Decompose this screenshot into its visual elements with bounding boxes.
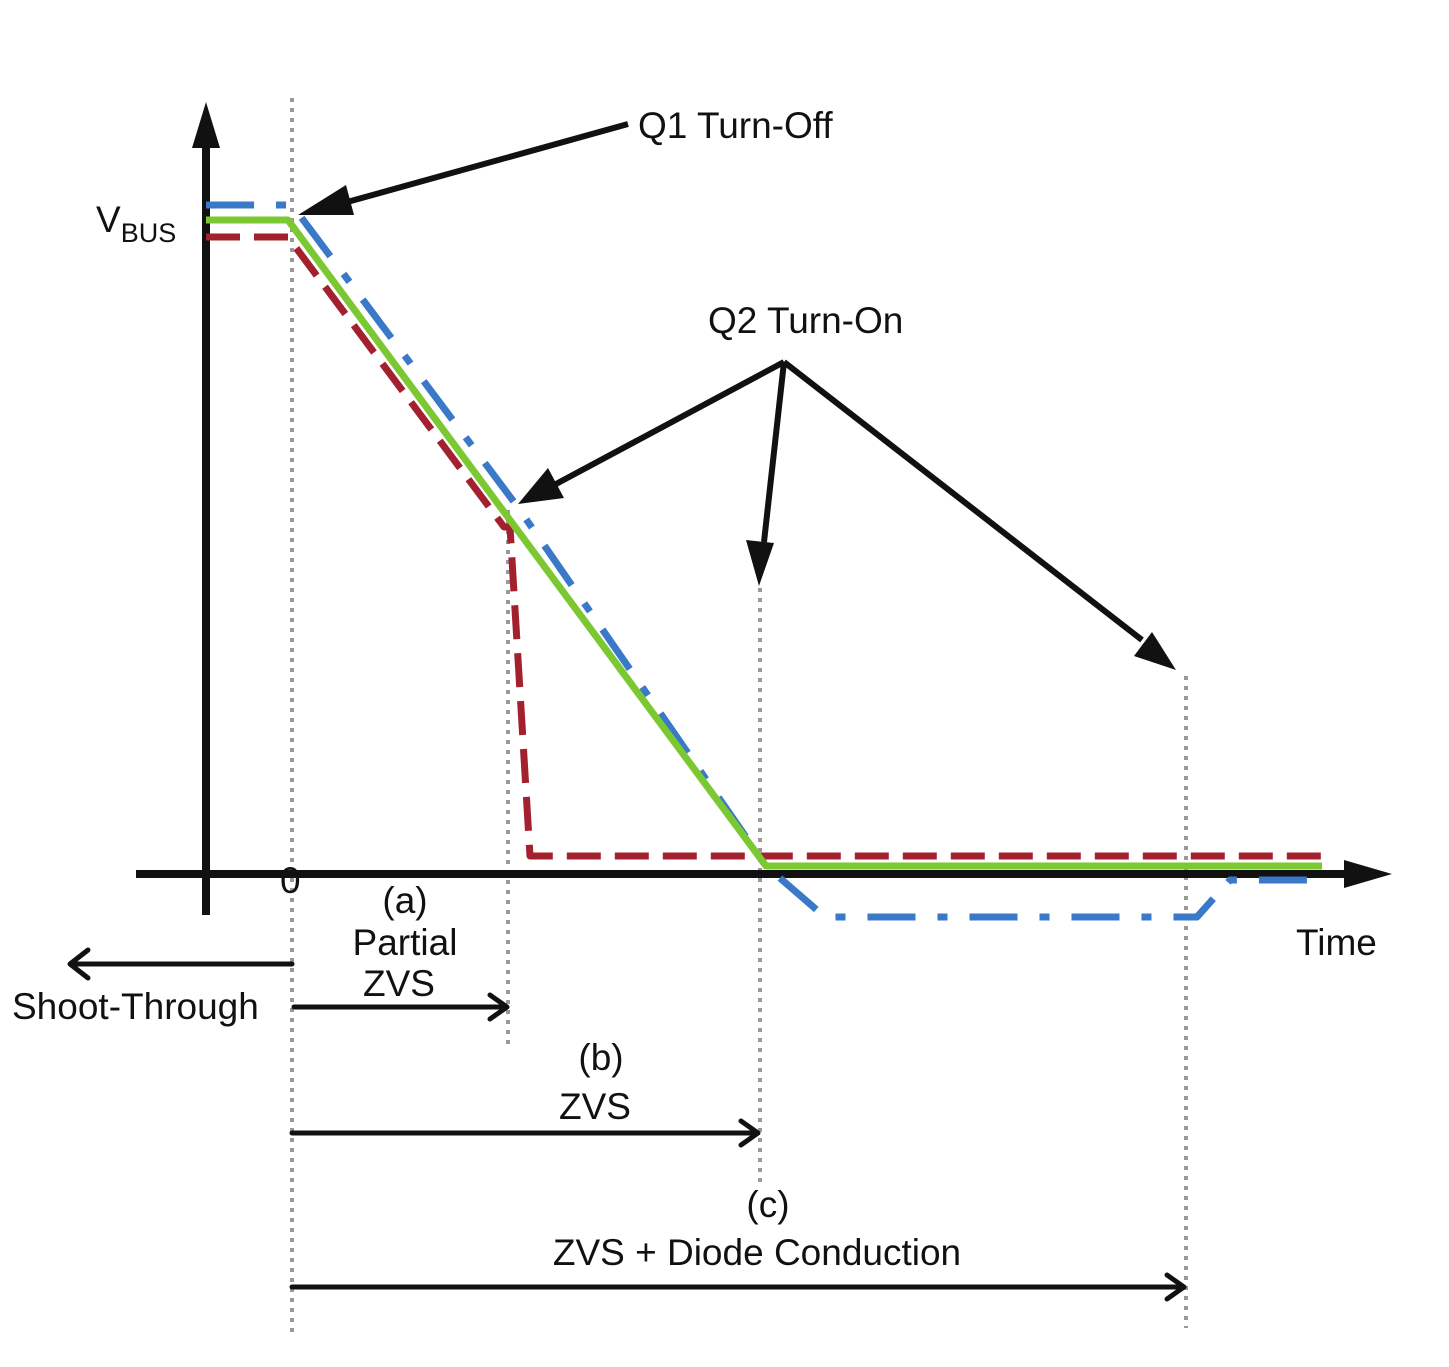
q1-turn-off-label: Q1 Turn-Off (638, 105, 833, 146)
zvs-arrowhead (738, 1118, 761, 1148)
q1-arrow-shaft (339, 121, 629, 207)
annotation-arrows (298, 121, 1176, 670)
q2-arrowhead-c (1134, 632, 1176, 670)
x-axis-arrowhead (1344, 860, 1392, 888)
case-c-label: (c) (746, 1184, 789, 1225)
guide-lines (290, 98, 1188, 1332)
y-axis-arrowhead (192, 102, 220, 148)
curve-partial-zvs (206, 233, 1322, 860)
q2-arrowhead-b (746, 540, 774, 586)
shoot-through-label: Shoot-Through (12, 986, 259, 1027)
interval-arrows (67, 947, 1187, 1302)
vbus-main: V (96, 199, 121, 240)
q1-arrowhead (298, 185, 354, 215)
case-b-line1: ZVS (559, 1086, 631, 1127)
q2-arrow-b-shaft (761, 361, 787, 543)
time-axis-label: Time (1296, 922, 1377, 963)
diode-conduction-arrowhead (1164, 1272, 1187, 1302)
axes (136, 102, 1392, 915)
vbus-label: VBUS (96, 199, 176, 248)
curve-zvs (206, 216, 1322, 870)
vbus-subscript: BUS (121, 218, 177, 248)
q2-turn-on-label: Q2 Turn-On (708, 300, 903, 341)
waveforms (206, 201, 1322, 921)
curve-diode-conduction (206, 201, 1322, 921)
shoot-through-arrowhead (67, 947, 91, 981)
case-a-line1: Partial (353, 922, 458, 963)
case-b-label: (b) (578, 1037, 623, 1078)
q2-arrowhead-a (518, 468, 564, 504)
origin-label: 0 (280, 860, 301, 901)
case-c-line1: ZVS + Diode Conduction (553, 1232, 961, 1273)
case-a-label: (a) (382, 880, 427, 921)
partial-zvs-arrowhead (487, 992, 510, 1022)
q2-arrow-c-shaft (782, 359, 1144, 643)
q2-arrow-a-shaft (554, 359, 786, 487)
labels: Q1 Turn-Off Q2 Turn-On VBUS 0 Time Shoot… (12, 105, 1377, 1273)
case-a-line2: ZVS (363, 963, 435, 1004)
